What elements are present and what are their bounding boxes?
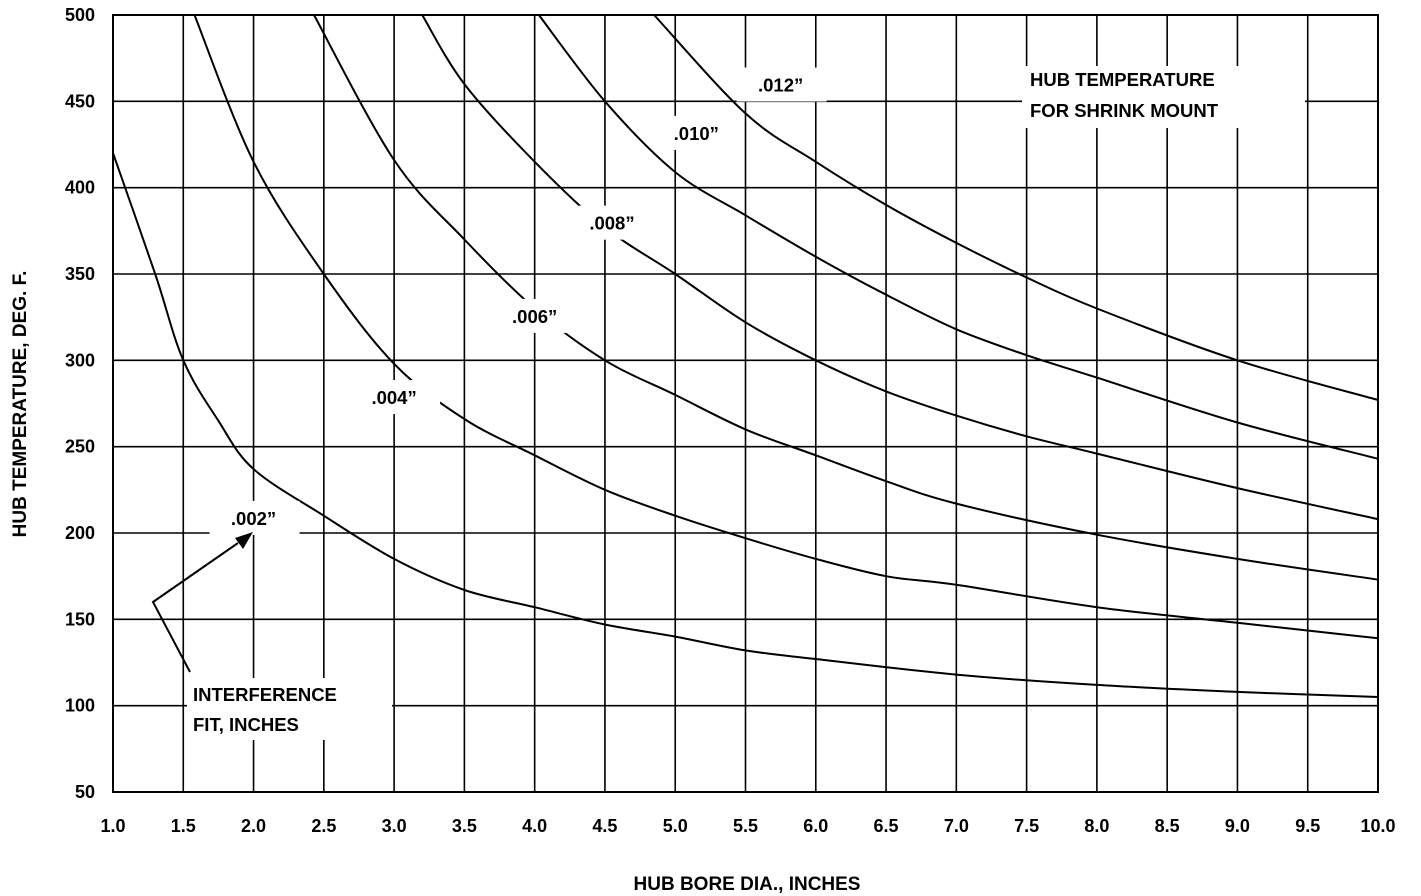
series-label-bg xyxy=(350,380,441,415)
series-line xyxy=(112,152,1379,698)
series-label-bg xyxy=(209,500,300,535)
header-line-2: FOR SHRINK MOUNT xyxy=(1030,100,1219,121)
series-label-bg xyxy=(736,67,827,102)
x-tick-label: 3.0 xyxy=(382,816,407,836)
x-tick-label: 5.5 xyxy=(733,816,758,836)
series-label: .012” xyxy=(758,75,803,96)
pointer-line xyxy=(151,542,239,673)
series-label-bg xyxy=(490,298,581,333)
series-line xyxy=(538,14,1379,460)
x-tick-label: 8.0 xyxy=(1084,816,1109,836)
plot-frame xyxy=(112,14,1379,793)
series-line xyxy=(313,14,1379,581)
x-tick-label: 2.5 xyxy=(311,816,336,836)
series-line xyxy=(193,14,1379,640)
x-tick-label: 7.5 xyxy=(1014,816,1039,836)
y-tick-label: 300 xyxy=(65,350,95,370)
series-label: .004” xyxy=(371,387,416,408)
series-label: .008” xyxy=(589,213,634,234)
series-label-bg xyxy=(652,115,743,150)
y-axis-title: HUB TEMPERATURE, DEG. F. xyxy=(10,271,31,538)
y-tick-label: 200 xyxy=(65,523,95,543)
x-tick-label: 9.0 xyxy=(1225,816,1250,836)
y-tick-label: 350 xyxy=(65,264,95,284)
x-axis-title: HUB BORE DIA., INCHES xyxy=(634,874,861,895)
series-label: .002” xyxy=(231,508,276,529)
y-tick-label: 100 xyxy=(65,696,95,716)
x-tick-label: 1.0 xyxy=(100,816,125,836)
x-tick-label: 2.0 xyxy=(241,816,266,836)
y-tick-label: 450 xyxy=(65,91,95,111)
series-labels: .002” .004” .006” .008” .010” .012” xyxy=(209,67,827,535)
series-line xyxy=(421,14,1379,521)
y-tick-label: 250 xyxy=(65,437,95,457)
y-tick-label: 500 xyxy=(65,5,95,25)
x-tick-label: 4.0 xyxy=(522,816,547,836)
series-label: .006” xyxy=(512,306,557,327)
x-tick-label: 3.5 xyxy=(452,816,477,836)
arrowhead-icon xyxy=(235,532,253,549)
x-tick-label: 1.5 xyxy=(171,816,196,836)
y-tick-label: 50 xyxy=(75,782,95,802)
x-tick-label: 8.5 xyxy=(1155,816,1180,836)
series-label: .010” xyxy=(674,123,719,144)
y-tick-label: 400 xyxy=(65,178,95,198)
x-tick-label: 6.5 xyxy=(874,816,899,836)
series-lines xyxy=(112,14,1379,698)
x-tick-label: 7.0 xyxy=(944,816,969,836)
series-label-bg xyxy=(567,205,658,240)
x-tick-label: 6.0 xyxy=(803,816,828,836)
pointer-bg xyxy=(187,678,392,740)
header-line-1: HUB TEMPERATURE xyxy=(1030,69,1215,90)
x-tick-label: 9.5 xyxy=(1295,816,1320,836)
pointer-line-2: FIT, INCHES xyxy=(193,714,299,735)
x-tick-label: 10.0 xyxy=(1360,816,1395,836)
annotation-backgrounds xyxy=(187,66,1305,740)
x-tick-label: 5.0 xyxy=(663,816,688,836)
header-bg xyxy=(1022,66,1305,128)
pointer-line-1: INTERFERENCE xyxy=(193,684,337,705)
pointer-arrow xyxy=(151,532,253,673)
x-tick-label: 4.5 xyxy=(592,816,617,836)
tick-labels: 1.0 1.5 2.0 2.5 3.0 3.5 4.0 4.5 5.0 5.5 6.0 6.5 7.0 7… xyxy=(65,5,1396,836)
y-tick-label: 150 xyxy=(65,609,95,629)
grid xyxy=(112,14,1379,793)
series-line xyxy=(653,14,1379,401)
